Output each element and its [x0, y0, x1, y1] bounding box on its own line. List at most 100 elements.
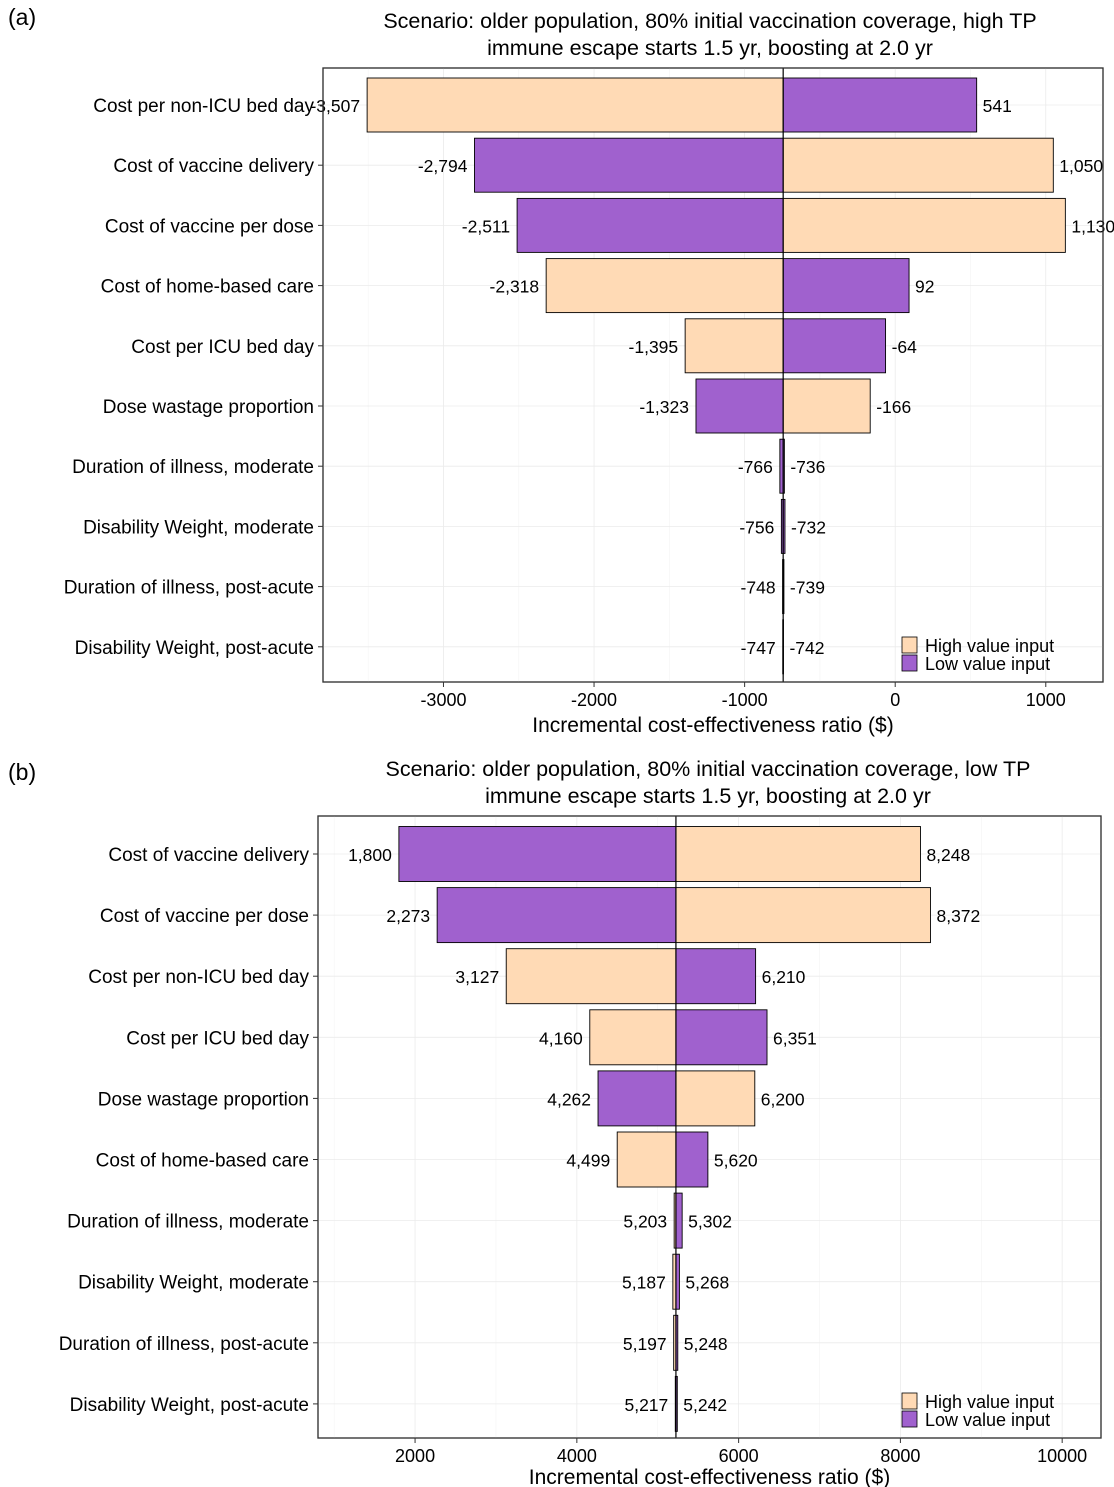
data-label-left: -1,323	[639, 397, 689, 417]
bars-group	[366, 77, 1066, 675]
category-label: Cost of vaccine delivery	[113, 156, 314, 177]
x-tick-label: 2000	[395, 1446, 435, 1466]
x-tick-label: 4000	[557, 1446, 597, 1466]
x-tick-label: -2000	[571, 690, 617, 710]
bar-left	[516, 197, 784, 253]
bar-right	[782, 197, 1066, 253]
panel-label: (a)	[8, 4, 36, 30]
x-tick-label: -3000	[420, 690, 466, 710]
x-tick-label: -1000	[722, 690, 768, 710]
bar-right	[675, 826, 921, 882]
bar-left	[474, 137, 784, 193]
bar-right	[675, 1192, 683, 1249]
category-label: Duration of illness, moderate	[72, 457, 314, 478]
data-label-left: 4,262	[547, 1089, 591, 1109]
category-label: Cost per ICU bed day	[126, 1028, 309, 1049]
x-axis-title: Incremental cost-effectiveness ratio ($)	[529, 1466, 890, 1487]
data-label-left: -766	[738, 457, 773, 477]
data-label-right: 1,130	[1071, 216, 1114, 236]
data-label-right: 5,620	[714, 1151, 758, 1171]
category-label: Cost per ICU bed day	[131, 337, 314, 358]
category-label: Cost of vaccine per dose	[100, 906, 309, 927]
x-tick-label: 10000	[1037, 1446, 1087, 1466]
bar-left	[545, 258, 784, 314]
data-label-left: 5,217	[624, 1395, 668, 1415]
legend-label-low: Low value input	[925, 1410, 1050, 1430]
bar-left	[366, 77, 784, 133]
data-label-right: -732	[791, 517, 826, 537]
data-label-left: 4,160	[539, 1028, 583, 1048]
data-label-right: 8,248	[926, 845, 970, 865]
tornado-panel-a: (a) Scenario: older population, 80% initi…	[8, 4, 1114, 737]
x-tick-label: 1000	[1026, 690, 1066, 710]
bar-left	[398, 826, 677, 882]
category-label: Duration of illness, moderate	[67, 1212, 309, 1233]
data-label-right: 6,351	[773, 1028, 817, 1048]
bar-right	[782, 318, 887, 374]
chart-subtitle: immune escape starts 1.5 yr, boosting at…	[487, 36, 933, 60]
category-label: Dose wastage proportion	[103, 397, 314, 418]
data-label-right: 8,372	[936, 906, 980, 926]
data-label-left: 3,127	[455, 967, 499, 987]
category-label: Disability Weight, post-acute	[75, 638, 314, 659]
bar-right	[782, 77, 978, 133]
data-label-right: -742	[789, 638, 824, 658]
bar-left	[597, 1070, 677, 1127]
bar-right	[782, 137, 1054, 193]
data-label-right: 5,248	[684, 1334, 728, 1354]
bar-right	[675, 1070, 756, 1127]
data-label-right: -166	[876, 397, 911, 417]
data-label-left: -3,507	[310, 96, 360, 116]
data-label-left: 4,499	[566, 1151, 610, 1171]
panel-label: (b)	[8, 759, 36, 785]
data-label-left: 5,187	[622, 1273, 666, 1293]
data-label-right: 6,210	[762, 967, 806, 987]
bar-right	[675, 1131, 709, 1188]
bar-right	[675, 948, 757, 1005]
data-label-left: -1,395	[629, 337, 679, 357]
data-label-right: 5,302	[688, 1212, 732, 1232]
category-label: Disability Weight, moderate	[78, 1273, 309, 1294]
data-label-right: -64	[892, 337, 918, 357]
data-label-right: -739	[790, 578, 825, 598]
chart-title: Scenario: older population, 80% initial …	[383, 9, 1036, 33]
category-label: Duration of illness, post-acute	[64, 578, 314, 599]
bar-right	[782, 258, 910, 314]
category-label: Disability Weight, post-acute	[70, 1395, 309, 1416]
bar-right	[782, 378, 871, 434]
bar-left	[589, 1009, 677, 1066]
category-label: Cost of home-based care	[101, 277, 314, 298]
legend-swatch-high	[901, 1392, 918, 1410]
data-label-left: 1,800	[348, 845, 392, 865]
legend-label-low: Low value input	[925, 654, 1050, 674]
x-tick-label: 8000	[880, 1446, 920, 1466]
category-label: Cost of vaccine per dose	[105, 216, 314, 237]
data-label-left: -747	[741, 638, 776, 658]
data-label-left: -2,794	[418, 156, 468, 176]
x-tick-label: 6000	[719, 1446, 759, 1466]
data-label-right: 5,268	[685, 1273, 729, 1293]
data-label-left: -748	[741, 578, 776, 598]
category-label: Disability Weight, moderate	[83, 517, 314, 538]
tornado-panel-b: (b) Scenario: older population, 80% initi…	[8, 757, 1102, 1487]
bar-left	[436, 887, 677, 944]
bar-right	[675, 1009, 768, 1066]
legend-label-high: High value input	[925, 1392, 1054, 1412]
bar-right	[675, 887, 931, 944]
category-label: Cost of home-based care	[96, 1151, 309, 1172]
chart-title: Scenario: older population, 80% initial …	[386, 757, 1031, 781]
data-label-left: -756	[739, 517, 774, 537]
x-axis-title: Incremental cost-effectiveness ratio ($)	[532, 714, 893, 737]
data-label-right: 5,242	[683, 1395, 727, 1415]
category-label: Cost of vaccine delivery	[108, 845, 309, 866]
data-label-right: 6,200	[761, 1089, 805, 1109]
data-label-right: -736	[790, 457, 825, 477]
data-label-left: 5,203	[623, 1212, 667, 1232]
data-label-right: 1,050	[1059, 156, 1103, 176]
bar-left	[505, 948, 677, 1005]
legend-swatch-high	[901, 636, 918, 654]
bars-group	[398, 826, 931, 1432]
data-label-left: -2,318	[490, 277, 540, 297]
